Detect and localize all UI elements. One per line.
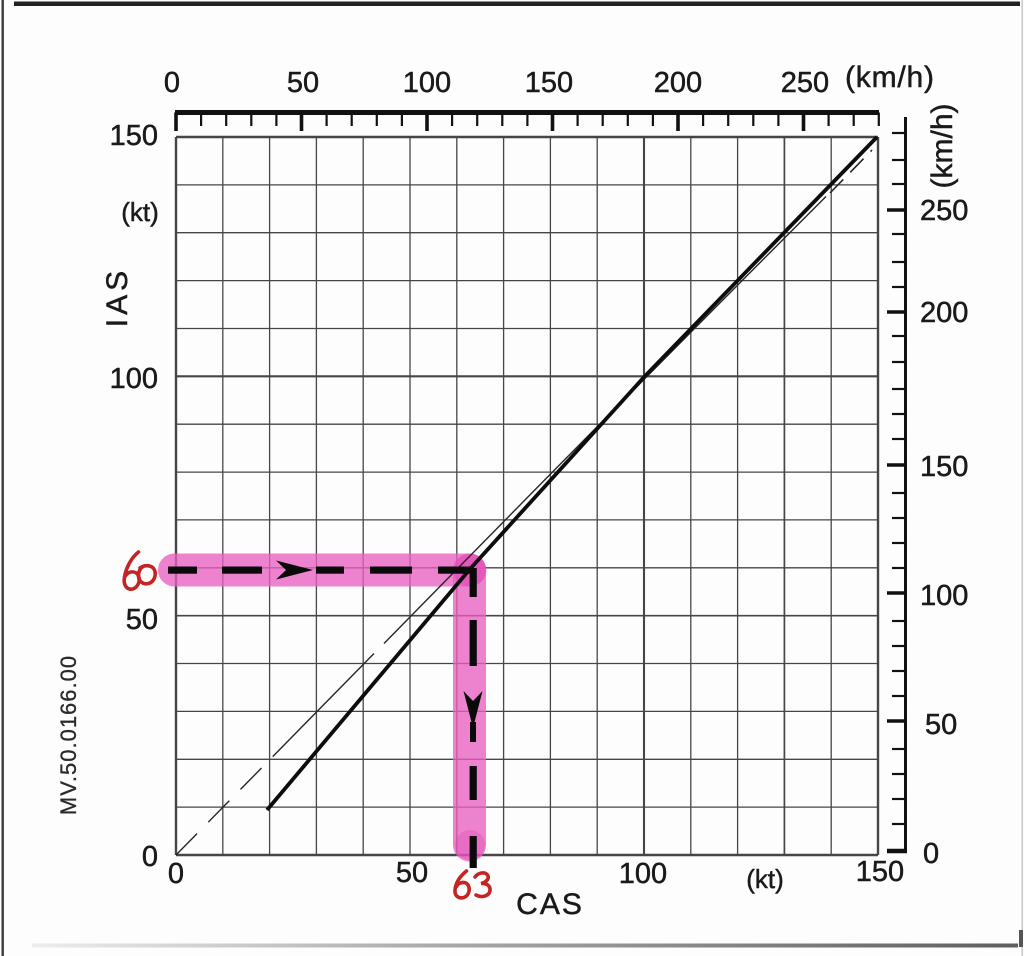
svg-text:150: 150 bbox=[856, 856, 904, 888]
svg-text:50: 50 bbox=[396, 857, 428, 889]
svg-text:50: 50 bbox=[925, 709, 957, 741]
svg-text:100: 100 bbox=[920, 580, 968, 612]
svg-text:250: 250 bbox=[781, 67, 829, 99]
svg-text:100: 100 bbox=[110, 363, 158, 395]
svg-text:150: 150 bbox=[110, 120, 158, 152]
svg-text:200: 200 bbox=[654, 67, 702, 99]
svg-text:200: 200 bbox=[920, 297, 968, 329]
svg-text:250: 250 bbox=[920, 195, 968, 227]
svg-text:MV.50.0166.00: MV.50.0166.00 bbox=[56, 655, 81, 815]
svg-text:0: 0 bbox=[142, 841, 158, 873]
svg-text:50: 50 bbox=[126, 604, 158, 636]
svg-text:IAS: IAS bbox=[101, 267, 134, 327]
svg-text:CAS: CAS bbox=[516, 888, 584, 921]
svg-text:100: 100 bbox=[619, 858, 667, 890]
svg-text:150: 150 bbox=[525, 67, 573, 99]
svg-text:(kt): (kt) bbox=[121, 197, 159, 227]
svg-text:150: 150 bbox=[920, 451, 968, 483]
svg-text:(km/h): (km/h) bbox=[845, 61, 935, 94]
svg-text:(km/h): (km/h) bbox=[926, 104, 959, 189]
svg-text:0: 0 bbox=[164, 67, 180, 99]
svg-text:(kt): (kt) bbox=[746, 864, 784, 894]
svg-text:50: 50 bbox=[287, 67, 319, 99]
svg-text:0: 0 bbox=[168, 858, 184, 890]
svg-text:100: 100 bbox=[403, 67, 451, 99]
svg-text:0: 0 bbox=[923, 838, 939, 870]
